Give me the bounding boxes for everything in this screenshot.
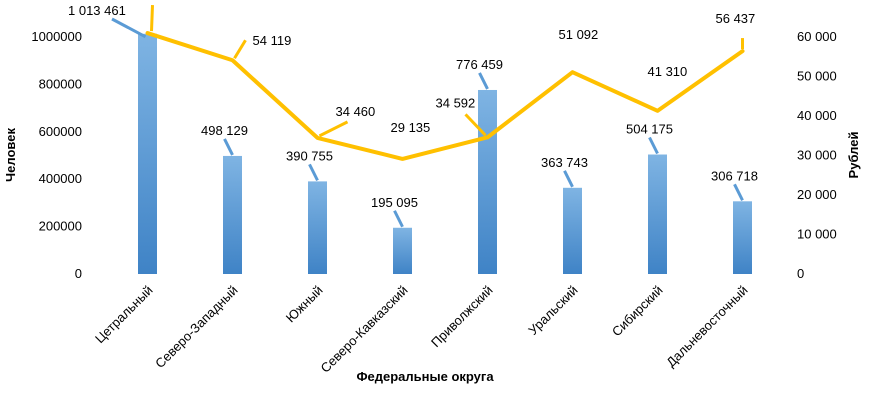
bar-data-label: 195 095: [371, 195, 418, 210]
bar-data-label: 498 129: [201, 123, 248, 138]
line-point: [146, 31, 149, 35]
bar: [563, 187, 582, 274]
bar: [138, 33, 157, 275]
bar-label-leader: [223, 138, 234, 156]
category-label: Северо-Кавказский: [317, 283, 410, 376]
bar-data-label: 1 013 461: [68, 3, 126, 18]
bar: [733, 201, 752, 274]
y2-tick-label: 40 000: [797, 108, 837, 123]
y-tick-label: 600000: [39, 124, 82, 139]
y-tick-label: 800000: [39, 76, 82, 91]
y-tick-label: 1000000: [31, 29, 82, 44]
line-data-label: 29 135: [391, 120, 431, 135]
category-label: Сибирский: [609, 283, 666, 340]
bar-label-leader: [648, 136, 659, 155]
line-data-label: 54 119: [253, 33, 292, 48]
bar: [393, 227, 412, 274]
line-label-leader: [318, 120, 349, 138]
bar-label-leader: [563, 170, 574, 188]
y2-tick-label: 10 000: [797, 227, 837, 242]
bar-label-leader: [308, 163, 319, 182]
y-axis-title: Человек: [3, 128, 18, 182]
bar-data-label: 504 175: [626, 122, 673, 137]
y2-tick-label: 60 000: [797, 29, 837, 44]
bar-label-leader: [393, 210, 404, 228]
category-label: Дальневосточный: [663, 283, 750, 370]
line-data-label: 41 310: [648, 64, 688, 79]
data-labels: 1 013 461 498 129 390 755 195 095 776 459 363…: [68, 3, 758, 210]
bar: [308, 181, 327, 274]
bar-label-leader: [478, 72, 489, 90]
bar-label-leader: [111, 17, 147, 39]
bar-data-label: 776 459: [456, 57, 503, 72]
line-data-label: 51 092: [559, 27, 599, 42]
line-path: [145, 31, 745, 161]
y2-axis-title: Рублей: [846, 132, 861, 179]
line-point: [401, 157, 404, 161]
line-point: [741, 49, 744, 53]
category-label: Северо-Западный: [152, 283, 240, 371]
line-point: [486, 135, 489, 139]
category-label: Южный: [283, 283, 326, 326]
category-label: Приволжский: [428, 283, 496, 351]
y-tick-label: 400000: [39, 171, 82, 186]
category-label: Уральский: [525, 283, 580, 338]
bar-data-label: 306 718: [711, 168, 758, 183]
bar-data-label: 390 755: [286, 148, 333, 163]
line-label-leader: [150, 4, 154, 32]
category-label: Цетральный: [92, 283, 156, 347]
line-label-leader: [464, 113, 487, 137]
y2-tick-label: 0: [797, 266, 804, 281]
bar-data-label: 363 743: [541, 155, 588, 170]
bar: [478, 89, 497, 274]
left-axis-ticks: 0 200000 400000 600000 800000 1000000: [31, 29, 82, 281]
x-axis-title: Федеральные округа: [356, 369, 494, 384]
y2-tick-label: 50 000: [797, 69, 837, 84]
y2-tick-label: 30 000: [797, 148, 837, 163]
y2-tick-label: 20 000: [797, 187, 837, 202]
bar-label-leader: [733, 183, 744, 201]
line-point: [316, 136, 319, 140]
y-tick-label: 200000: [39, 219, 82, 234]
bar: [223, 155, 242, 274]
y-tick-label: 0: [75, 266, 82, 281]
line-data-label: 56 437: [716, 11, 756, 26]
label-leader-lines: [111, 4, 744, 228]
line-point: [656, 109, 659, 113]
bar: [648, 154, 667, 274]
line-point: [231, 58, 234, 62]
line-data-label: 34 592: [436, 95, 476, 110]
line-series: [145, 31, 745, 161]
right-axis-ticks: 0 10 000 20 000 30 000 40 000 50 000 60 000: [797, 29, 837, 281]
bar-series: [138, 33, 752, 275]
line-label-leader: [233, 39, 247, 60]
line-point: [571, 70, 574, 74]
line-data-label: 34 460: [336, 104, 376, 119]
